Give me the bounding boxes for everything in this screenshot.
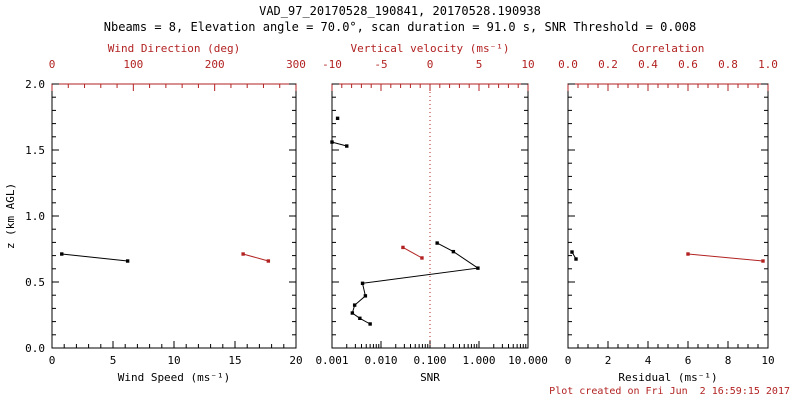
x2-tick-label: 200 bbox=[205, 58, 225, 71]
x2-tick-label: 0.2 bbox=[598, 58, 618, 71]
series-line bbox=[61, 253, 128, 262]
x-tick-label: 0.010 bbox=[364, 354, 397, 367]
data-point bbox=[335, 116, 340, 121]
x2-axis-title: Wind Direction (deg) bbox=[108, 42, 240, 55]
x-tick-label: 0.100 bbox=[413, 354, 446, 367]
data-point bbox=[761, 259, 765, 263]
plot-title: VAD_97_20170528_190841, 20170528.190938 bbox=[259, 4, 541, 18]
panel-wind: 0 5 10 15 20 Wind Speed (ms⁻¹) 0 100 200 300 Wind … bbox=[4, 42, 306, 384]
x2-tick-label: 0 bbox=[49, 58, 56, 71]
plot-frame bbox=[567, 83, 769, 349]
series-wind-speed bbox=[60, 252, 130, 263]
x-axis-title: SNR bbox=[420, 371, 440, 384]
x-tick-label: 0 bbox=[565, 354, 572, 367]
series-vertical-velocity bbox=[401, 245, 424, 260]
series-residual bbox=[570, 250, 578, 261]
x-tick-label: 10 bbox=[167, 354, 180, 367]
x-tick-label: 5 bbox=[110, 354, 117, 367]
plot-frame bbox=[51, 83, 297, 349]
data-point bbox=[241, 252, 245, 256]
x-tick-label: 15 bbox=[228, 354, 241, 367]
series-line bbox=[242, 253, 269, 262]
x-axis-title: Residual (ms⁻¹) bbox=[618, 371, 717, 384]
x-tick-label: 4 bbox=[645, 354, 652, 367]
plot-subtitle: Nbeams = 8, Elevation angle = 70.0°, sca… bbox=[103, 20, 697, 34]
data-point bbox=[363, 294, 368, 298]
x2-tick-label: 100 bbox=[123, 58, 143, 71]
data-point bbox=[401, 245, 405, 250]
x2-axis-title: Vertical velocity (ms⁻¹) bbox=[351, 42, 510, 55]
y-tick-label: 1.5 bbox=[25, 144, 45, 157]
data-point bbox=[368, 322, 372, 326]
x-tick-label: 10 bbox=[761, 354, 774, 367]
data-point bbox=[435, 241, 439, 245]
x2-tick-label: 0.6 bbox=[678, 58, 698, 71]
x2-tick-label: 0 bbox=[427, 58, 434, 71]
data-point bbox=[350, 311, 355, 315]
series-snr-profile bbox=[330, 116, 480, 326]
x2-tick-label: 0.8 bbox=[718, 58, 738, 71]
data-point bbox=[476, 266, 480, 270]
x2-tick-label: -10 bbox=[322, 58, 342, 71]
x-tick-label: 10.000 bbox=[508, 354, 548, 367]
x2-tick-label: -5 bbox=[374, 58, 387, 71]
y-axis-title: z (km AGL) bbox=[4, 183, 17, 249]
data-point bbox=[360, 281, 365, 286]
x2-tick-label: 5 bbox=[476, 58, 483, 71]
data-point bbox=[345, 144, 349, 148]
x-axis-title: Wind Speed (ms⁻¹) bbox=[118, 371, 231, 384]
series-wind-direction bbox=[241, 252, 271, 263]
data-point bbox=[570, 250, 574, 254]
x2-tick-label: 0.0 bbox=[558, 58, 578, 71]
x2-tick-label: 10 bbox=[521, 58, 534, 71]
x2-axis-title: Correlation bbox=[632, 42, 705, 55]
plot-footer: Plot created on Fri Jun 2 16:59:15 2017 bbox=[549, 386, 790, 397]
series-line bbox=[687, 253, 764, 262]
x-tick-label: 0 bbox=[49, 354, 56, 367]
data-point bbox=[420, 256, 424, 260]
x-tick-label: 2 bbox=[605, 354, 612, 367]
x-tick-label: 1.000 bbox=[462, 354, 495, 367]
series-correlation bbox=[686, 252, 765, 263]
data-point bbox=[60, 252, 64, 256]
data-point bbox=[451, 249, 456, 254]
data-point bbox=[574, 257, 578, 261]
series-line bbox=[331, 141, 347, 147]
panel-residual: 0 2 4 6 8 10 Residual (ms⁻¹) 0.0 0.2 0.4 0.6 0.8 1.0… bbox=[558, 42, 778, 384]
y-tick-label: 0.0 bbox=[25, 342, 45, 355]
x2-tick-label: 1.0 bbox=[758, 58, 778, 71]
data-point bbox=[125, 259, 130, 263]
data-point bbox=[266, 259, 271, 263]
data-point bbox=[352, 303, 357, 307]
x-tick-label: 8 bbox=[725, 354, 732, 367]
series-line bbox=[351, 242, 480, 325]
y-tick-label: 1.0 bbox=[25, 210, 45, 223]
y-tick-label: 2.0 bbox=[25, 78, 45, 91]
x-tick-label: 20 bbox=[289, 354, 302, 367]
data-point bbox=[330, 140, 334, 144]
data-point bbox=[686, 252, 690, 256]
data-point bbox=[358, 316, 362, 320]
panel-snr: 0.001 0.010 0.100 1.000 10.000 SNR -10 -5 0 5 10 Ve… bbox=[315, 42, 547, 384]
y-tick-label: 0.5 bbox=[25, 276, 45, 289]
x2-tick-label: 0.4 bbox=[638, 58, 658, 71]
x-tick-label: 0.001 bbox=[315, 354, 348, 367]
x-tick-label: 6 bbox=[685, 354, 692, 367]
series-line bbox=[402, 246, 423, 259]
x2-tick-label: 300 bbox=[286, 58, 306, 71]
